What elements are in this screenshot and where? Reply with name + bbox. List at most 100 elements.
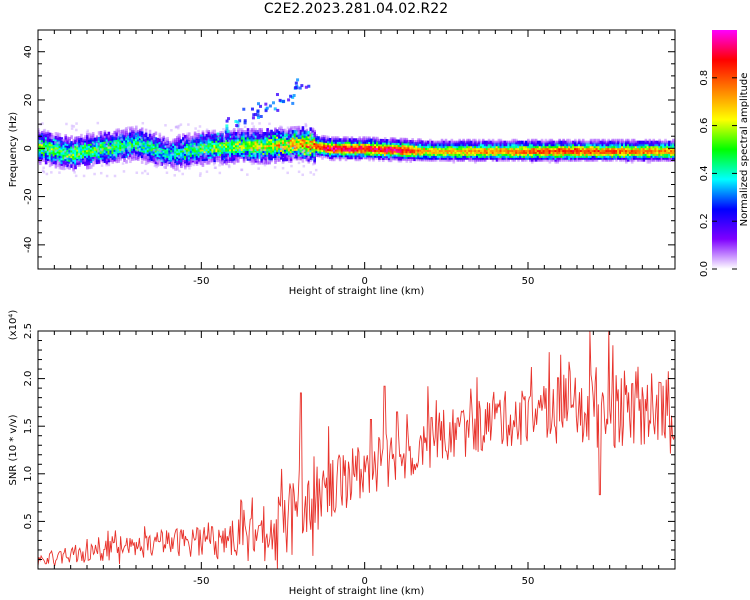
heatmap-cell bbox=[117, 159, 120, 163]
heatmap-cell bbox=[572, 152, 575, 156]
heatmap-cell bbox=[193, 156, 197, 161]
heatmap-cell bbox=[423, 148, 426, 152]
heatmap-cell bbox=[495, 144, 499, 149]
heatmap-cell bbox=[395, 141, 399, 145]
heatmap-cell bbox=[411, 141, 414, 146]
heatmap-cell bbox=[652, 158, 656, 162]
heatmap-cell bbox=[474, 158, 477, 162]
heatmap-cell bbox=[291, 149, 295, 153]
heatmap-cell bbox=[423, 152, 426, 156]
heatmap-cell bbox=[444, 158, 448, 162]
heatmap-cell bbox=[117, 153, 120, 158]
heatmap-cell bbox=[58, 142, 62, 147]
heatmap-cell bbox=[207, 149, 211, 153]
heatmap-cell bbox=[376, 146, 379, 151]
heatmap-cell bbox=[131, 128, 134, 132]
heatmap-cell bbox=[78, 136, 81, 140]
heatmap-cell bbox=[164, 165, 167, 169]
heatmap-cell bbox=[129, 128, 132, 133]
heatmap-cell bbox=[660, 146, 663, 151]
heatmap-cell bbox=[605, 148, 608, 153]
heatmap-cell bbox=[266, 130, 269, 134]
heatmap-cell bbox=[64, 143, 68, 148]
heatmap-cell bbox=[252, 132, 256, 136]
heatmap-cell bbox=[191, 153, 195, 157]
heatmap-cell bbox=[425, 156, 428, 160]
heatmap-cell bbox=[148, 147, 152, 151]
heatmap-cell bbox=[383, 140, 387, 145]
heatmap-speckle bbox=[137, 148, 140, 151]
heatmap-cell bbox=[91, 149, 95, 154]
heatmap-cell bbox=[113, 146, 117, 150]
heatmap-cell bbox=[385, 156, 389, 161]
heatmap-cell bbox=[456, 152, 460, 156]
heatmap-cell bbox=[458, 158, 461, 162]
heatmap-cell bbox=[115, 147, 118, 152]
heatmap-cell bbox=[93, 160, 97, 165]
heatmap-cell bbox=[236, 155, 240, 159]
heatmap-cell bbox=[40, 138, 44, 143]
heatmap-cell bbox=[274, 144, 277, 149]
heatmap-cell bbox=[199, 144, 203, 148]
heatmap-cell bbox=[589, 140, 593, 145]
heatmap-cell bbox=[170, 140, 173, 145]
heatmap-cell bbox=[166, 154, 169, 158]
heatmap-cell bbox=[613, 138, 616, 143]
heatmap-cell bbox=[458, 154, 461, 158]
heatmap-cell bbox=[162, 135, 166, 140]
heatmap-cell bbox=[270, 150, 273, 155]
heatmap-cell bbox=[519, 144, 522, 149]
heatmap-cell bbox=[140, 156, 144, 161]
heatmap-cell bbox=[601, 152, 605, 156]
heatmap-cell bbox=[454, 148, 458, 153]
heatmap-cell bbox=[252, 137, 256, 142]
heatmap-cell bbox=[133, 145, 136, 149]
heatmap-cell bbox=[140, 146, 144, 151]
heatmap-cell bbox=[189, 143, 193, 148]
heatmap-cell bbox=[301, 137, 305, 142]
heatmap-cell bbox=[193, 160, 197, 165]
heatmap-cell bbox=[427, 152, 430, 156]
heatmap-cell bbox=[264, 147, 267, 152]
heatmap-cell bbox=[283, 138, 287, 142]
heatmap-cell bbox=[474, 156, 477, 160]
heatmap-cell bbox=[321, 136, 324, 141]
heatmap-cell bbox=[385, 154, 389, 159]
heatmap-cell bbox=[301, 159, 305, 163]
heatmap-cell bbox=[178, 145, 181, 150]
heatmap-cell bbox=[258, 160, 262, 165]
heatmap-cell bbox=[621, 152, 624, 156]
heatmap-cell bbox=[493, 146, 497, 151]
heatmap-cell bbox=[234, 147, 238, 152]
heatmap-cell bbox=[634, 144, 638, 149]
heatmap-speckle bbox=[100, 148, 103, 152]
heatmap-cell bbox=[576, 144, 579, 149]
heatmap-cell bbox=[266, 133, 269, 138]
heatmap-cell bbox=[64, 163, 68, 167]
y-tick-label: 40 bbox=[23, 45, 34, 58]
heatmap-cell bbox=[609, 146, 612, 151]
heatmap-cell bbox=[52, 141, 56, 145]
heatmap-cell bbox=[246, 153, 250, 157]
heatmap-cell bbox=[115, 130, 118, 135]
heatmap-cell bbox=[315, 141, 318, 146]
heatmap-cell bbox=[444, 142, 448, 147]
heatmap-cell bbox=[574, 150, 577, 154]
heatmap-cell bbox=[672, 148, 675, 153]
heatmap-cell bbox=[621, 150, 624, 154]
heatmap-cell bbox=[419, 144, 422, 148]
heatmap-cell bbox=[82, 149, 85, 153]
heatmap-cell bbox=[44, 133, 48, 138]
heatmap-cell bbox=[84, 160, 87, 164]
heatmap-cell bbox=[248, 133, 252, 138]
heatmap-cell bbox=[601, 150, 605, 154]
heatmap-cell bbox=[572, 144, 575, 149]
heatmap-cell bbox=[338, 151, 342, 156]
heatmap-cell bbox=[166, 152, 169, 156]
heatmap-cell bbox=[460, 146, 463, 151]
heatmap-cell bbox=[440, 140, 444, 145]
heatmap-cell bbox=[221, 156, 224, 160]
heatmap-cell bbox=[78, 155, 81, 159]
heatmap-cell bbox=[54, 132, 58, 136]
heatmap-cell bbox=[615, 142, 618, 147]
